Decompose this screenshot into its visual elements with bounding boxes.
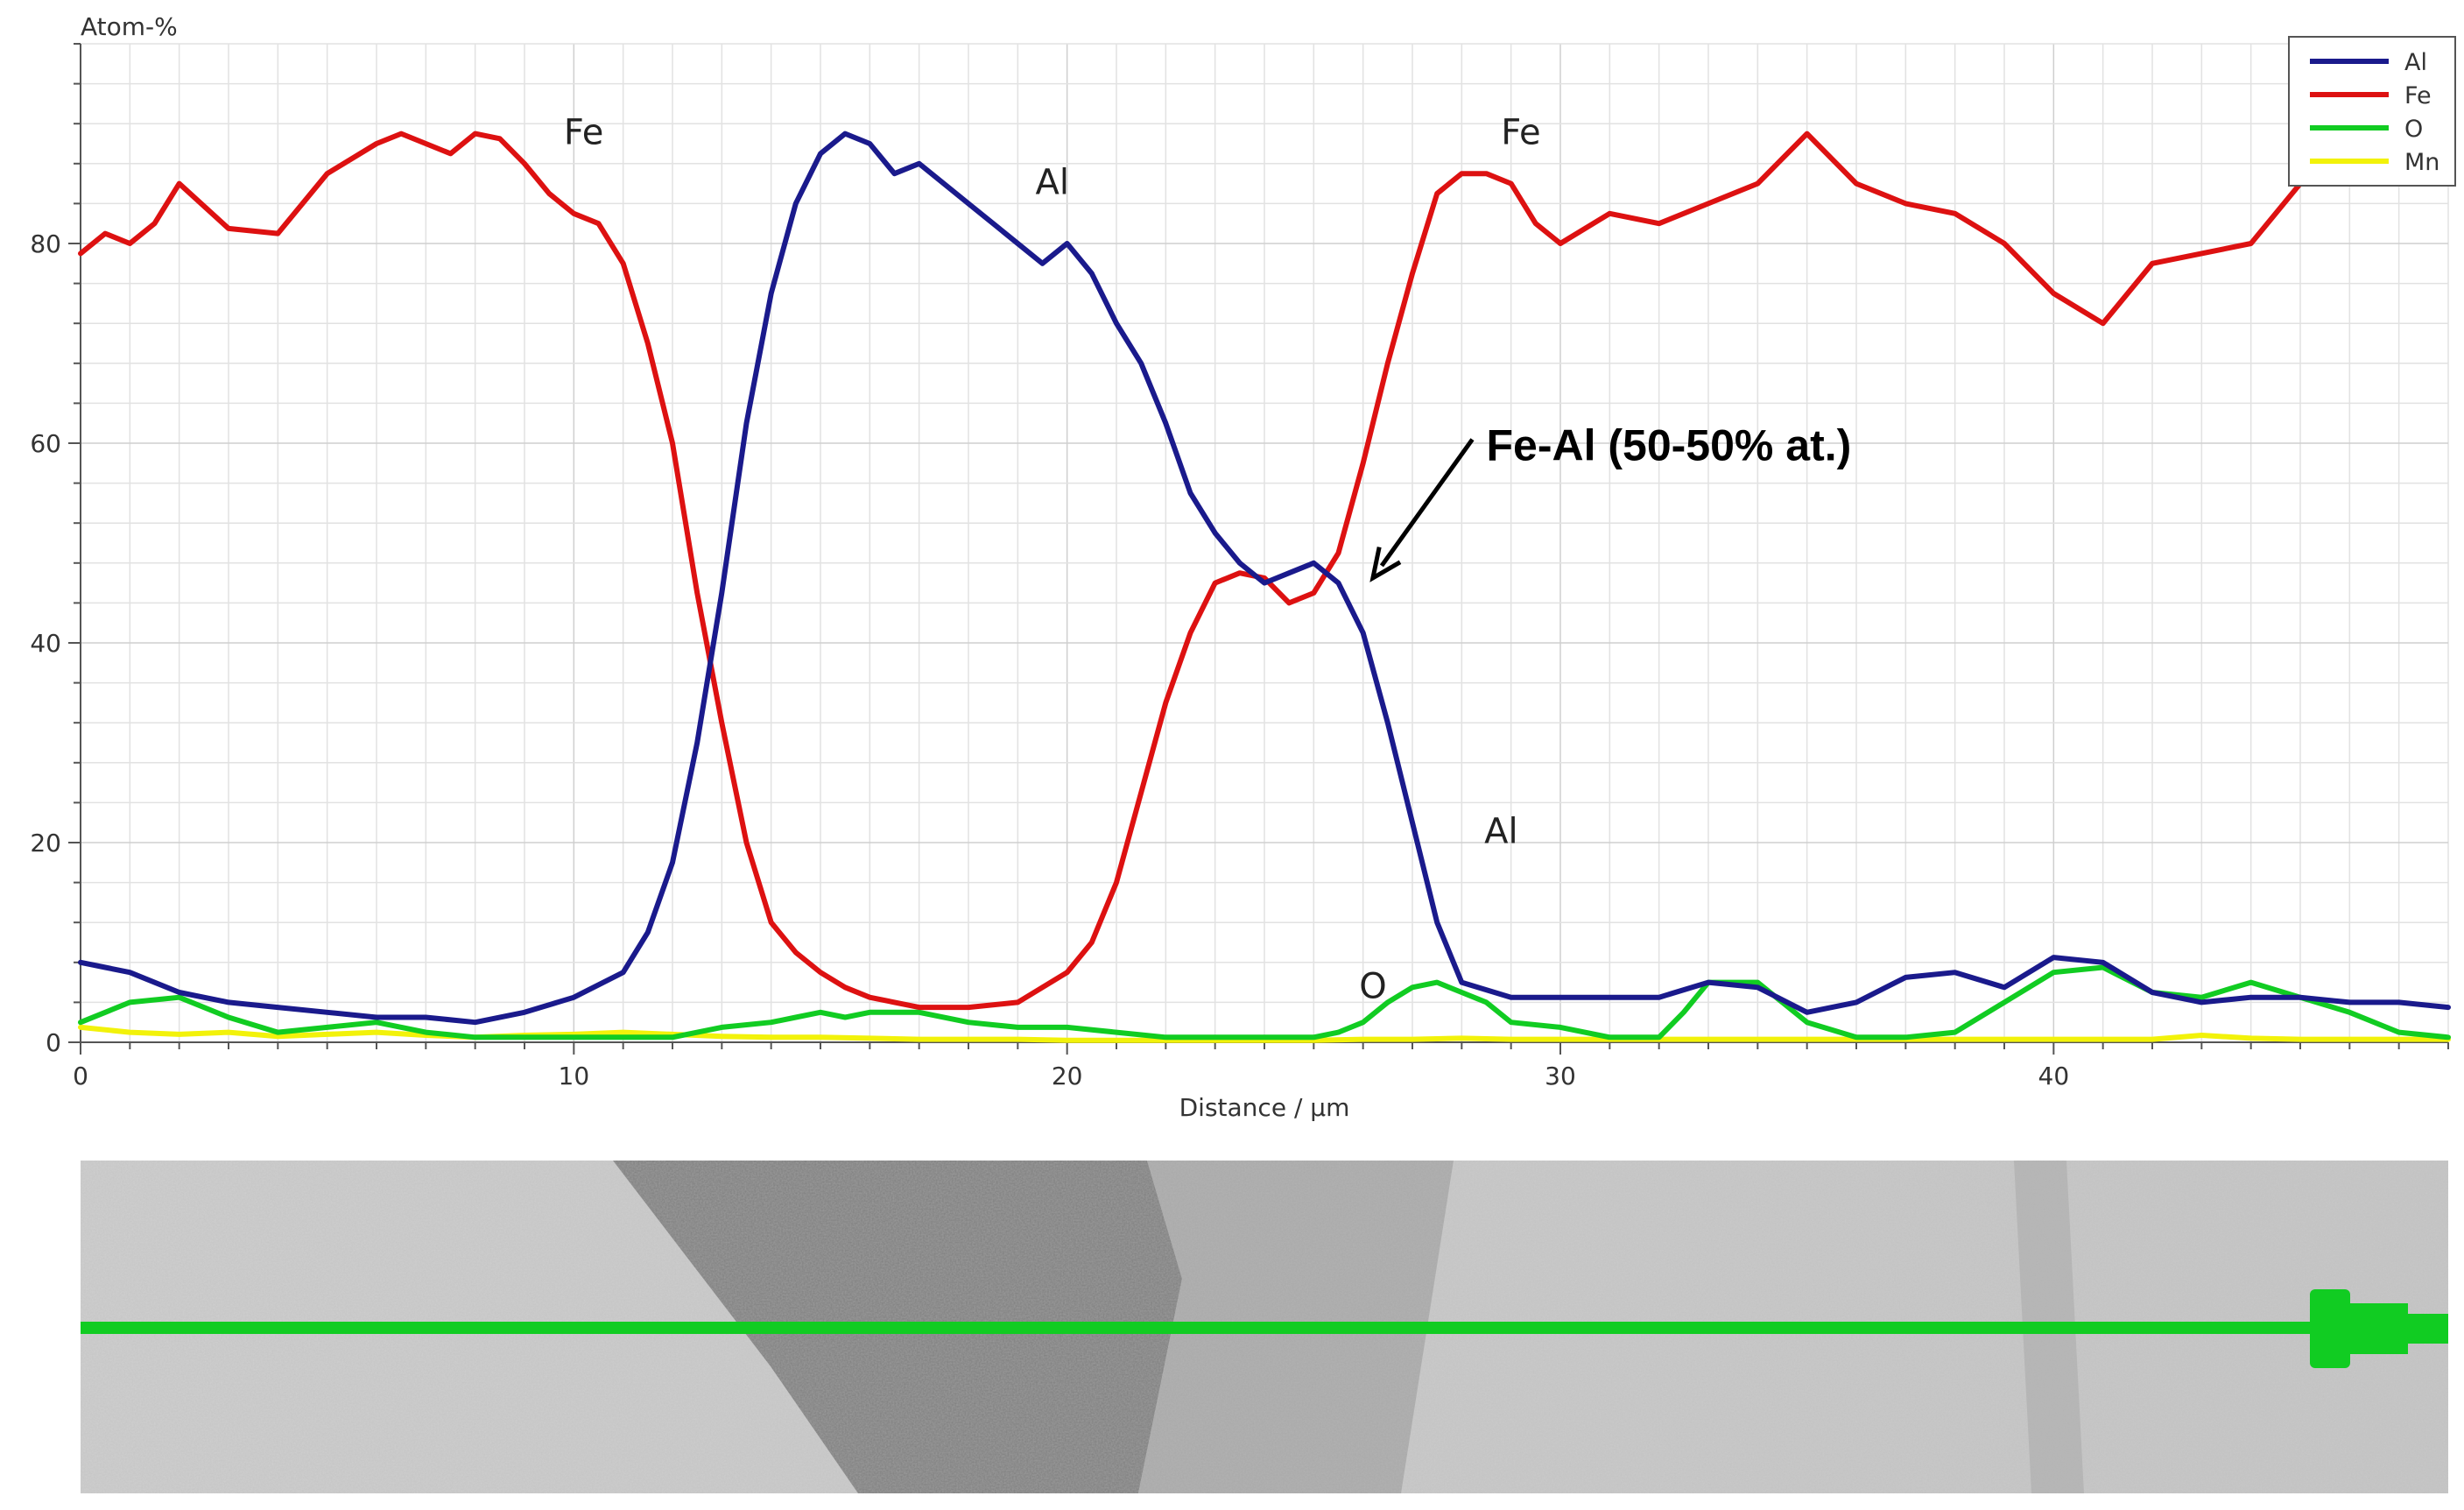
curve-label-o: O [1359, 966, 1386, 1006]
y-tick-label: 60 [30, 429, 61, 458]
y-axis-label: Atom-% [81, 12, 178, 41]
callout-arrow-shaft [1379, 438, 1475, 568]
legend-label-mn: Mn [2404, 149, 2439, 176]
y-tick-label: 80 [30, 229, 61, 258]
x-tick-label: 40 [2038, 1062, 2070, 1090]
x-tick-label: 30 [1545, 1062, 1576, 1090]
curve-label-al: Al [1484, 812, 1517, 852]
scan-end-marker-tip [2404, 1314, 2448, 1344]
callout-label: Fe-Al (50-50% at.) [1487, 421, 1852, 470]
series-line-al [78, 131, 2451, 1026]
y-tick-label: 0 [46, 1028, 61, 1057]
curve-label-fe: Fe [1501, 113, 1540, 153]
y-tick-label: 40 [30, 629, 61, 658]
x-tick-label: 20 [1052, 1062, 1083, 1090]
series-line-o [78, 964, 2451, 1041]
x-axis-label: Distance / µm [1179, 1093, 1350, 1122]
sem-micrograph [81, 1161, 2448, 1493]
x-tick-label: 10 [559, 1062, 590, 1090]
legend-label-fe: Fe [2404, 82, 2432, 109]
series-line-fe [78, 131, 2303, 1011]
callout-arrow-head [1369, 547, 1402, 582]
scan-end-marker-tail [2347, 1303, 2408, 1354]
curve-label-fe: Fe [564, 113, 603, 153]
curve-label-al: Al [1036, 163, 1069, 203]
legend-label-al: Al [2404, 49, 2427, 76]
x-tick-label: 0 [73, 1062, 88, 1090]
plot-area: 0 10 20 30 40 0 20 40 60 80 Atom-% Distance / µm Al F… [30, 12, 2456, 1122]
y-tick-label: 20 [30, 829, 61, 857]
scan-end-marker [2310, 1289, 2350, 1368]
legend-label-o: O [2404, 116, 2423, 143]
